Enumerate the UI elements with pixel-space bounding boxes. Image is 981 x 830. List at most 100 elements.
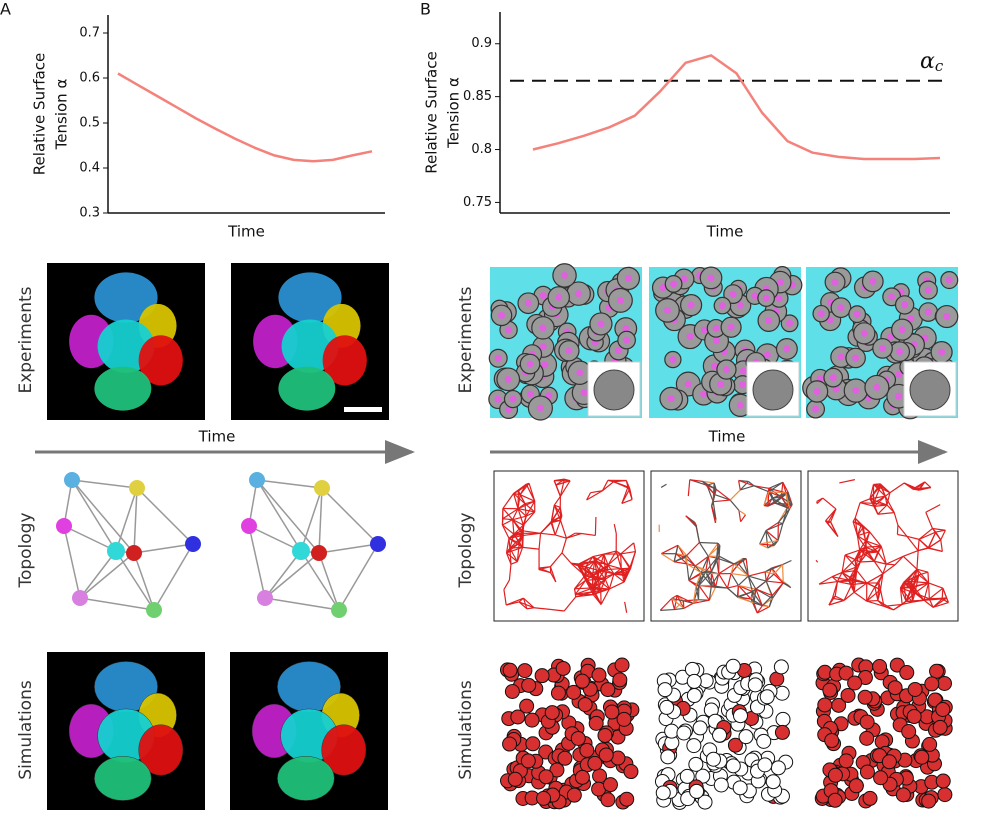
particle <box>849 779 863 793</box>
particle <box>615 658 629 672</box>
particle <box>915 750 929 764</box>
row-label: Topology <box>16 512 36 588</box>
particle <box>858 690 872 704</box>
nucleus <box>830 374 837 381</box>
particle <box>726 759 740 773</box>
edge <box>886 564 895 565</box>
edge <box>764 506 768 507</box>
nucleus <box>687 333 694 340</box>
particle <box>508 772 522 786</box>
particle <box>839 754 853 768</box>
edge <box>265 598 339 610</box>
images <box>47 263 958 810</box>
nucleus <box>763 295 770 302</box>
row-label: Topology <box>456 512 476 588</box>
nucleus <box>541 361 548 368</box>
nucleus <box>685 381 692 388</box>
particle <box>617 712 631 726</box>
embryo <box>753 370 793 410</box>
particle <box>522 678 536 692</box>
edge <box>837 535 838 536</box>
particle <box>545 706 559 720</box>
particle <box>535 669 549 683</box>
nucleus <box>739 381 746 388</box>
row-label: Simulations <box>456 680 476 780</box>
nucleus <box>617 297 624 304</box>
particle <box>896 788 910 802</box>
nucleus <box>555 294 562 301</box>
particle <box>580 743 594 757</box>
nucleus <box>510 396 517 403</box>
particle <box>775 725 789 739</box>
particle <box>575 770 589 784</box>
particle <box>873 660 887 674</box>
edge <box>701 572 711 573</box>
nucleus <box>786 320 793 327</box>
nucleus <box>818 310 825 317</box>
edge <box>322 488 378 544</box>
nucleus <box>540 292 547 299</box>
nucleus <box>943 313 950 320</box>
node <box>129 480 145 496</box>
particle <box>556 661 570 675</box>
nucleus <box>832 279 839 286</box>
threshold-label: αc <box>920 49 944 75</box>
particle <box>760 690 774 704</box>
node <box>185 536 201 552</box>
nucleus <box>615 347 622 354</box>
nucleus <box>498 312 505 319</box>
edge <box>860 561 874 562</box>
particle <box>776 712 790 726</box>
particle <box>938 788 952 802</box>
particle <box>734 709 748 723</box>
edge <box>339 544 378 610</box>
particle <box>922 794 936 808</box>
particle <box>658 683 672 697</box>
cell <box>94 756 151 800</box>
nucleus <box>719 302 726 309</box>
cell <box>277 756 334 800</box>
edge <box>80 553 134 598</box>
particle <box>925 677 939 691</box>
edge <box>595 517 596 535</box>
node <box>72 590 88 606</box>
nucleus <box>861 330 868 337</box>
nucleus <box>737 402 744 409</box>
nucleus <box>713 337 720 344</box>
node <box>314 480 330 496</box>
particle <box>766 775 780 789</box>
particle <box>841 688 855 702</box>
particle <box>578 698 592 712</box>
time-label: Time <box>708 428 746 446</box>
scale-bar <box>344 407 382 412</box>
row-label: Experiments <box>456 286 476 393</box>
particle <box>511 710 525 724</box>
nucleus <box>740 368 747 375</box>
nucleus <box>737 302 744 309</box>
edge <box>319 553 339 610</box>
y-axis-label: Tension α <box>445 77 463 149</box>
nucleus <box>575 290 582 297</box>
nucleus <box>527 361 534 368</box>
edge <box>319 544 378 553</box>
row-label: Experiments <box>16 286 36 393</box>
nucleus <box>668 395 675 402</box>
nucleus <box>581 389 588 396</box>
nucleus <box>537 405 544 412</box>
particle <box>933 720 947 734</box>
particle <box>930 664 944 678</box>
nucleus <box>576 369 583 376</box>
nucleus <box>899 326 906 333</box>
particle <box>902 725 916 739</box>
particle <box>882 755 896 769</box>
particle <box>505 685 519 699</box>
nucleus <box>873 384 880 391</box>
y-axis-label: Tension α <box>53 79 71 151</box>
nucleus <box>708 274 715 281</box>
nucleus <box>879 345 886 352</box>
nucleus <box>623 337 630 344</box>
nucleus <box>723 366 730 373</box>
node <box>331 602 347 618</box>
particle <box>923 737 937 751</box>
x-axis-label: Time <box>706 223 744 241</box>
